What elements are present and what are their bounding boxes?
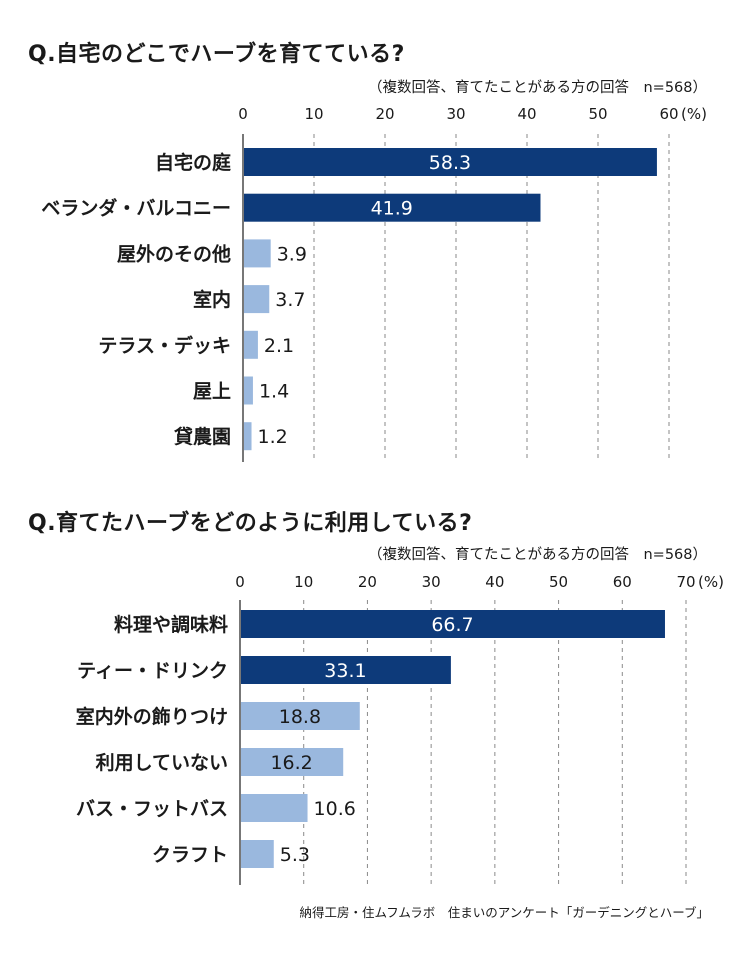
bar (243, 330, 258, 359)
bar (243, 239, 271, 268)
data-label: 3.9 (277, 243, 307, 265)
bar (240, 702, 360, 730)
bar (243, 422, 252, 451)
unit-label: (%) (681, 105, 707, 123)
bar (243, 193, 541, 222)
x-tick-label: 30 (446, 105, 465, 123)
category-label: テラス・デッキ (98, 334, 231, 357)
x-tick-label: 30 (422, 573, 441, 591)
category-label: クラフト (152, 844, 228, 866)
x-tick-label: 70 (676, 573, 695, 591)
chart-2-subtitle: （複数回答、育てたことがある方の回答 n=568） (367, 547, 707, 563)
x-tick-label: 60 (659, 105, 678, 123)
x-tick-label: 10 (294, 573, 313, 591)
bar (240, 748, 344, 776)
bar (243, 148, 657, 176)
x-tick-label: 40 (517, 105, 536, 123)
chart-1-title: Q.自宅のどこでハーブを育てている? (28, 42, 405, 67)
data-label: 1.2 (258, 426, 288, 448)
data-label: 10.6 (314, 798, 356, 820)
bar (243, 376, 253, 405)
bar (243, 285, 270, 314)
x-tick-label: 20 (375, 105, 394, 123)
data-label: 18.8 (279, 706, 321, 728)
x-tick-label: 20 (358, 573, 377, 591)
chart-1-subtitle: （複数回答、育てたことがある方の回答 n=568） (367, 80, 707, 96)
data-label: 2.1 (264, 335, 294, 357)
category-label: 室内 (193, 288, 231, 311)
category-label: ベランダ・バルコニー (41, 197, 231, 220)
category-label: ティー・ドリンク (77, 660, 228, 682)
category-label: 料理や調味料 (114, 613, 228, 636)
category-label: 利用していない (96, 752, 228, 774)
category-label: 自宅の庭 (155, 151, 231, 174)
chart-2-title: Q.育てたハーブをどのように利用している? (28, 511, 473, 536)
x-tick-label: 50 (588, 105, 607, 123)
category-label: バス・フットバス (76, 798, 228, 820)
source-footer: 納得工房・住ムフムラボ 住まいのアンケート「ガーデニングとハーブ」 (299, 905, 709, 920)
data-label: 41.9 (371, 198, 413, 220)
data-label: 33.1 (324, 660, 366, 682)
bar (240, 840, 274, 868)
data-label: 58.3 (429, 152, 471, 174)
x-tick-label: 0 (238, 105, 248, 123)
data-label: 16.2 (270, 752, 312, 774)
data-label: 5.3 (280, 844, 310, 866)
unit-label: (%) (698, 573, 724, 591)
data-label: 1.4 (259, 381, 289, 403)
data-label: 66.7 (431, 614, 473, 636)
x-tick-label: 40 (485, 573, 504, 591)
category-label: 屋外のその他 (117, 242, 231, 265)
category-label: 室内外の飾りつけ (76, 705, 228, 728)
category-label: 屋上 (193, 381, 231, 403)
chart-1-bar-chart: 0 10 20 30 40 50 60 (%) 自宅の庭 58.3 ベランダ・バルコニー 41.9 屋外… (41, 105, 707, 462)
category-label: 貸農園 (173, 425, 231, 448)
x-tick-label: 0 (235, 573, 245, 591)
x-tick-label: 60 (613, 573, 632, 591)
x-tick-label: 50 (549, 573, 568, 591)
data-label: 3.7 (275, 289, 305, 311)
x-tick-label: 10 (304, 105, 323, 123)
bar (240, 656, 451, 684)
bar (240, 610, 665, 638)
bar (240, 794, 308, 822)
